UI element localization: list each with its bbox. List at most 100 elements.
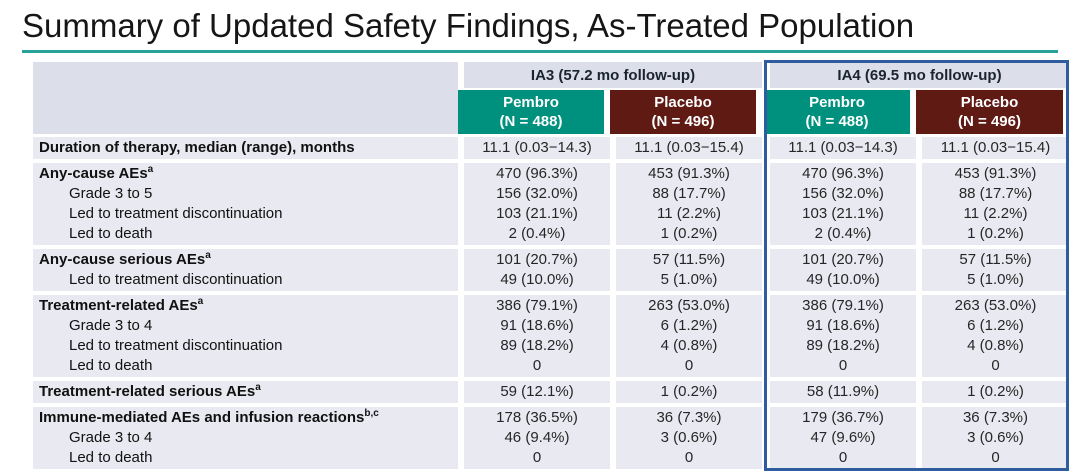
title-underline-rule	[22, 50, 1058, 53]
value-cell: 4 (0.8%)	[660, 337, 718, 354]
value-column: 101 (20.7%) 49 (10.0%)	[770, 249, 916, 291]
value-cell: 6 (1.2%)	[660, 317, 718, 334]
value-cell: 11.1 (0.03−14.3)	[482, 139, 592, 156]
value-cell: 1 (0.2%)	[660, 225, 718, 242]
arm-header-row: Pembro (N = 488) Placebo (N = 496) Pembr…	[458, 90, 1069, 134]
value-column: 59 (12.1%)	[464, 381, 610, 403]
row-label: Treatment-related AEsa	[39, 296, 204, 315]
value-cell: 57 (11.5%)	[652, 251, 726, 268]
header-right: IA3 (57.2 mo follow-up) IA4 (69.5 mo fol…	[458, 62, 1069, 134]
value-cell: 1 (0.2%)	[967, 383, 1024, 400]
footnote-marker: a	[205, 250, 211, 261]
value-cell: 3 (0.6%)	[660, 429, 718, 446]
value-column: 178 (36.5%) 46 (9.4%) 0	[464, 407, 610, 469]
value-column: 57 (11.5%) 5 (1.0%)	[922, 249, 1069, 291]
value-column: 453 (91.3%) 88 (17.7%) 11 (2.2%) 1 (0.2%)	[922, 163, 1069, 245]
value-cell: 2 (0.4%)	[814, 225, 872, 242]
value-cell: 453 (91.3%)	[648, 165, 730, 182]
value-cell: 11.1 (0.03−14.3)	[788, 139, 898, 156]
row-label: Led to treatment discontinuation	[69, 271, 283, 288]
safety-table: IA3 (57.2 mo follow-up) IA4 (69.5 mo fol…	[33, 60, 1069, 471]
value-column: 11.1 (0.03−15.4)	[922, 137, 1069, 159]
value-cell: 6 (1.2%)	[967, 317, 1024, 334]
value-column: 263 (53.0%) 6 (1.2%) 4 (0.8%) 0	[616, 295, 762, 377]
value-cell: 89 (18.2%)	[806, 337, 880, 354]
value-column: 1 (0.2%)	[616, 381, 762, 403]
value-cell: 0	[838, 357, 848, 374]
arm-name: Pembro	[809, 94, 865, 111]
row-label: Led to death	[69, 225, 153, 242]
row-label: Led to death	[69, 357, 153, 374]
arm-name: Pembro	[503, 94, 559, 111]
value-cell: 46 (9.4%)	[504, 429, 570, 446]
row-label: Any-cause serious AEsa	[39, 250, 211, 269]
value-column: 386 (79.1%) 91 (18.6%) 89 (18.2%) 0	[770, 295, 916, 377]
value-column: 1 (0.2%)	[922, 381, 1069, 403]
page-title: Summary of Updated Safety Findings, As-T…	[22, 7, 915, 44]
value-cell: 103 (21.1%)	[496, 205, 578, 222]
value-cell: 3 (0.6%)	[967, 429, 1024, 446]
value-cell: 0	[991, 449, 1000, 466]
label-column: Any-cause AEsa Grade 3 to 5 Led to treatme…	[33, 163, 458, 245]
table-section: Any-cause serious AEsa Led to treatment d…	[33, 249, 1069, 291]
value-cell: 0	[991, 357, 1000, 374]
value-cell: 11 (2.2%)	[657, 205, 721, 222]
value-cell: 156 (32.0%)	[496, 185, 578, 202]
value-cell: 91 (18.6%)	[806, 317, 880, 334]
value-column: 453 (91.3%) 88 (17.7%) 11 (2.2%) 1 (0.2%)	[616, 163, 762, 245]
value-cell: 453 (91.3%)	[954, 165, 1037, 182]
footnote-marker: b,c	[364, 408, 379, 419]
label-column: Immune-mediated AEs and infusion reactio…	[33, 407, 458, 469]
label-column: Duration of therapy, median (range), mon…	[33, 137, 458, 159]
value-cell: 49 (10.0%)	[500, 271, 574, 288]
value-cell: 47 (9.6%)	[810, 429, 876, 446]
value-cell: 0	[532, 449, 542, 466]
value-cell: 36 (7.3%)	[656, 409, 722, 426]
arm-n: (N = 496)	[651, 113, 715, 130]
label-column: Treatment-related AEsa Grade 3 to 4 Led to…	[33, 295, 458, 377]
value-cell: 156 (32.0%)	[802, 185, 884, 202]
footnote-marker: a	[147, 164, 154, 175]
value-cell: 470 (96.3%)	[496, 165, 578, 182]
label-column: Any-cause serious AEsa Led to treatment d…	[33, 249, 458, 291]
value-cell: 179 (36.7%)	[802, 409, 884, 426]
table-section: Treatment-related AEsa Grade 3 to 4 Led to…	[33, 295, 1069, 377]
arm-name: Placebo	[960, 94, 1019, 111]
value-cell: 178 (36.5%)	[496, 409, 578, 426]
value-column: 263 (53.0%) 6 (1.2%) 4 (0.8%) 0	[922, 295, 1069, 377]
arm-n: (N = 496)	[958, 113, 1021, 130]
footnote-marker: a	[197, 296, 204, 307]
value-cell: 386 (79.1%)	[496, 297, 578, 314]
corner-cell	[33, 62, 458, 134]
value-column: 470 (96.3%) 156 (32.0%) 103 (21.1%) 2 (0.4%…	[464, 163, 610, 245]
value-column: 36 (7.3%) 3 (0.6%) 0	[922, 407, 1069, 469]
value-cell: 5 (1.0%)	[967, 271, 1024, 288]
column-header-ia3-pembro: Pembro (N = 488)	[458, 90, 604, 134]
value-cell: 89 (18.2%)	[500, 337, 574, 354]
row-label: Grade 3 to 4	[69, 429, 153, 446]
value-column: 11.1 (0.03−14.3)	[464, 137, 610, 159]
table-header: IA3 (57.2 mo follow-up) IA4 (69.5 mo fol…	[33, 62, 1069, 134]
value-cell: 11 (2.2%)	[963, 205, 1028, 222]
arm-n: (N = 488)	[805, 113, 869, 130]
row-label: Grade 3 to 4	[69, 317, 153, 334]
value-cell: 4 (0.8%)	[967, 337, 1024, 354]
value-column: 179 (36.7%) 47 (9.6%) 0	[770, 407, 916, 469]
value-cell: 101 (20.7%)	[496, 251, 578, 268]
footnote-marker: a	[255, 382, 261, 393]
row-label: Grade 3 to 5	[69, 185, 153, 202]
value-cell: 1 (0.2%)	[967, 225, 1024, 242]
value-column: 58 (11.9%)	[770, 381, 916, 403]
value-cell: 49 (10.0%)	[806, 271, 880, 288]
value-cell: 0	[838, 449, 848, 466]
value-column: 386 (79.1%) 91 (18.6%) 89 (18.2%) 0	[464, 295, 610, 377]
value-cell: 88 (17.7%)	[652, 185, 726, 202]
row-label: Led to treatment discontinuation	[69, 337, 283, 354]
label-column: Treatment-related serious AEsa	[33, 381, 458, 403]
value-cell: 5 (1.0%)	[660, 271, 718, 288]
value-column: 11.1 (0.03−14.3)	[770, 137, 916, 159]
value-column: 470 (96.3%) 156 (32.0%) 103 (21.1%) 2 (0.4%…	[770, 163, 916, 245]
value-cell: 386 (79.1%)	[802, 297, 884, 314]
value-cell: 88 (17.7%)	[958, 185, 1033, 202]
